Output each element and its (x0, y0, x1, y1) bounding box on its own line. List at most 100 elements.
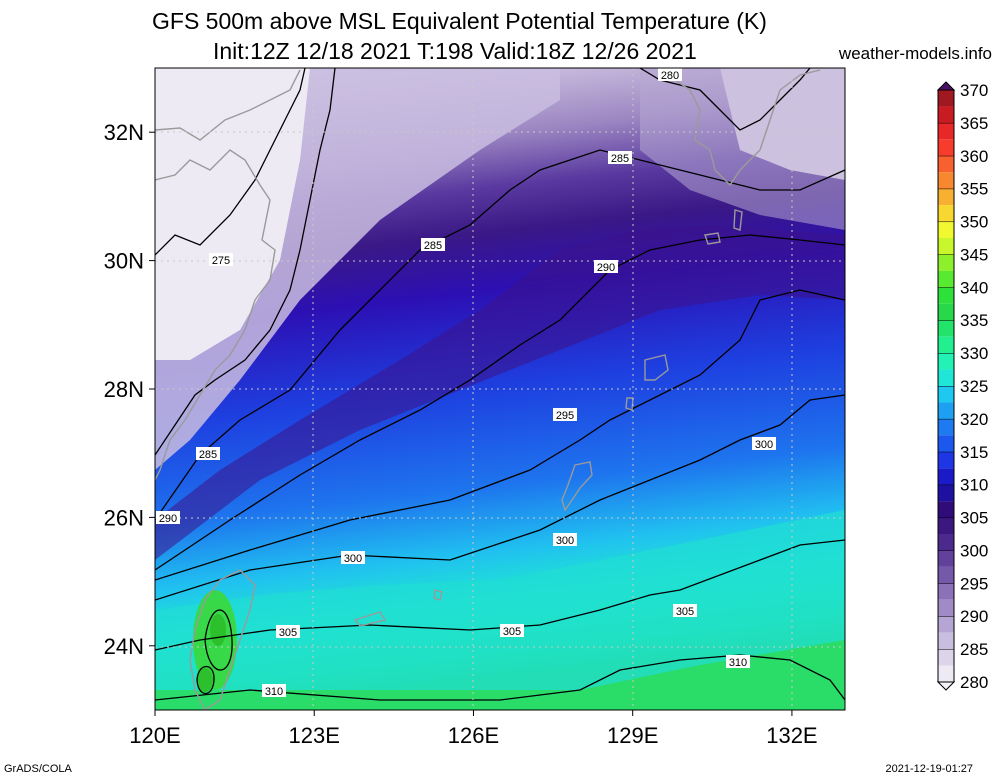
colorbar-label: 300 (960, 541, 988, 560)
colorbar: 280 285 290 295 300 305 310 315 320 325 330 335 340 3… (936, 81, 988, 692)
contour-label: 295 (553, 408, 577, 422)
colorbar-segment (938, 221, 954, 238)
y-tick-label: 28N (104, 377, 144, 402)
contour-label: 290 (594, 260, 618, 274)
colorbar-segment (938, 517, 954, 534)
coast-islet-5 (353, 611, 387, 627)
taiwan-green-peak (210, 614, 226, 646)
run-timestamp: 2021-12-19-01:27 (885, 763, 973, 775)
contour-label: 300 (752, 437, 776, 451)
x-tick-label: 123E (289, 723, 340, 748)
contour-label: 280 (658, 68, 682, 82)
colorbar-segment (938, 484, 954, 502)
colorbar-segment (938, 287, 954, 304)
contour-label: 305 (500, 624, 524, 638)
colorbar-segment (938, 369, 954, 386)
colorbar-label: 345 (960, 245, 988, 264)
contour-label: 300 (341, 551, 365, 565)
colorbar-label: 370 (960, 81, 988, 100)
colorbar-segment (938, 501, 954, 518)
svg-text:305: 305 (503, 626, 521, 638)
contour-275 (155, 68, 306, 256)
coast-islet-4 (433, 589, 443, 601)
colorbar-label: 335 (960, 311, 988, 330)
svg-text:285: 285 (424, 240, 442, 252)
colorbar-segment (938, 386, 954, 403)
colorbar-segment (938, 155, 954, 173)
colorbar-segment (938, 303, 954, 321)
contour-310 (155, 654, 845, 701)
colorbar-segment (938, 583, 954, 600)
contour-300 (155, 394, 845, 601)
grads-credit: GrADS/COLA (4, 763, 72, 775)
y-tick-label: 32N (104, 120, 144, 145)
band-deep-purple (155, 225, 845, 560)
svg-text:305: 305 (676, 606, 694, 618)
svg-text:290: 290 (159, 513, 177, 525)
contour-label: 305 (276, 625, 300, 639)
coast-amami (644, 354, 669, 381)
contour-295 (155, 289, 845, 581)
contour-305 (155, 539, 845, 651)
coast-taiwan (189, 569, 256, 710)
colorbar-segment (938, 550, 954, 567)
colorbar-segment (938, 106, 954, 123)
x-tick-label: 120E (129, 723, 180, 748)
chart-subtitle: Init:12Z 12/18 2021 T:198 Valid:18Z 12/2… (213, 38, 697, 64)
colorbar-segment (938, 320, 954, 337)
colorbar-label: 355 (960, 180, 988, 199)
colorbar-segment (938, 665, 954, 682)
band-very-pale-land (155, 68, 310, 360)
contour-label: 275 (209, 253, 233, 267)
x-tick-label: 132E (766, 723, 817, 748)
contour-label: 285 (608, 151, 632, 165)
contour-280-ne (639, 68, 811, 131)
contour-290 (155, 234, 845, 571)
svg-text:310: 310 (265, 686, 283, 698)
colorbar-label: 365 (960, 114, 988, 133)
colorbar-label: 360 (960, 147, 988, 166)
colorbar-label: 295 (960, 574, 988, 593)
coast-china (155, 149, 276, 481)
colorbar-segment (938, 336, 954, 354)
coast-islet-3 (733, 209, 743, 231)
y-tick-label: 24N (104, 634, 144, 659)
colorbar-segment (938, 632, 954, 650)
colorbar-segment (938, 139, 954, 156)
band-green-south (155, 640, 845, 710)
colorbar-bottom-cap (936, 681, 956, 691)
colorbar-label: 330 (960, 344, 988, 363)
colorbar-label: 320 (960, 410, 988, 429)
svg-text:300: 300 (556, 535, 574, 547)
coast-china-north (155, 69, 301, 141)
coast-islet-2 (625, 397, 634, 411)
y-tick-label: 30N (104, 249, 144, 274)
contour-label: 285 (421, 238, 445, 252)
chart-title: GFS 500m above MSL Equivalent Potential … (152, 8, 767, 34)
y-tick-label: 26N (104, 505, 144, 530)
colorbar-segment (938, 435, 954, 452)
y-axis: 24N 26N 28N 30N 32N (104, 120, 155, 659)
svg-text:275: 275 (212, 255, 230, 267)
colorbar-label: 280 (960, 673, 988, 692)
colorbar-label: 310 (960, 476, 988, 495)
x-tick-label: 126E (448, 723, 499, 748)
contour-280 (155, 68, 336, 456)
colorbar-label: 290 (960, 607, 988, 626)
colorbar-label: 315 (960, 443, 988, 462)
coast-islet-1 (704, 232, 721, 245)
colorbar-segment (938, 616, 954, 633)
svg-text:300: 300 (755, 439, 773, 451)
colorbar-segment (938, 254, 954, 271)
colorbar-segment (938, 90, 954, 107)
contour-label: 300 (553, 533, 577, 547)
svg-text:310: 310 (729, 657, 747, 669)
colorbar-segment (938, 172, 954, 189)
contour-label: 310 (262, 684, 286, 698)
colorbar-segment (938, 353, 954, 370)
colorbar-top-cap (936, 81, 956, 91)
svg-text:300: 300 (344, 553, 362, 565)
svg-text:305: 305 (279, 627, 297, 639)
svg-text:285: 285 (199, 449, 217, 461)
